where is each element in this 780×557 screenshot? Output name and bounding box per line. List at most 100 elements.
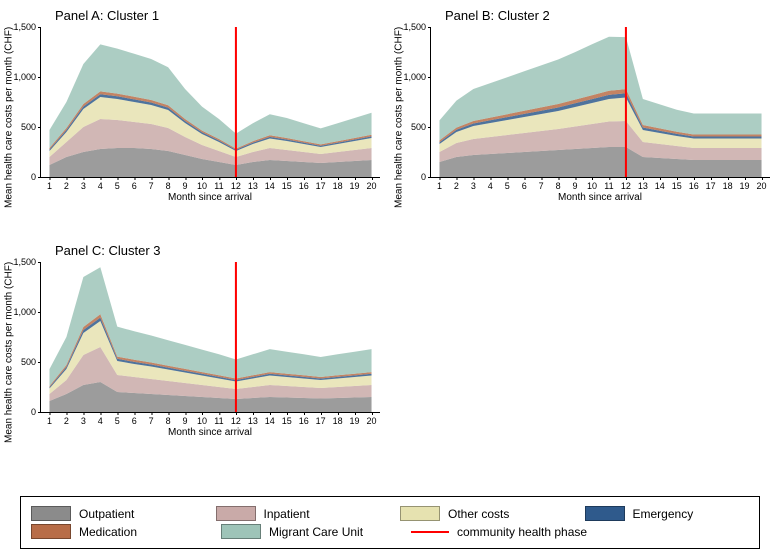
xtick: 7	[149, 181, 154, 191]
xtick: 6	[522, 181, 527, 191]
xtick: 18	[333, 416, 343, 426]
xtick: 17	[316, 416, 326, 426]
xtick: 12	[621, 181, 631, 191]
xtick: 4	[488, 181, 493, 191]
panel-A: Mean health care costs per month (CHF)Pa…	[0, 0, 390, 235]
xtick: 4	[98, 416, 103, 426]
legend-outpatient: Outpatient	[31, 506, 196, 521]
ytick: 1,500	[6, 22, 36, 32]
xtick: 7	[539, 181, 544, 191]
panel-C: Mean health care costs per month (CHF)Pa…	[0, 235, 390, 470]
xtick: 19	[350, 181, 360, 191]
panel-title: Panel B: Cluster 2	[445, 8, 770, 23]
xtick: 17	[316, 181, 326, 191]
xtick: 14	[265, 416, 275, 426]
legend-label: Medication	[79, 525, 137, 539]
xtick: 7	[149, 416, 154, 426]
legend-label: Inpatient	[264, 507, 310, 521]
xtick: 11	[214, 416, 223, 426]
ytick: 0	[396, 172, 426, 182]
legend-label: Other costs	[448, 507, 509, 521]
swatch-phase-line	[411, 531, 449, 533]
legend-inpatient: Inpatient	[216, 506, 381, 521]
swatch-outpatient	[31, 506, 71, 521]
xtick: 12	[231, 416, 241, 426]
xtick: 6	[132, 416, 137, 426]
xtick: 20	[367, 181, 377, 191]
xtick: 18	[333, 181, 343, 191]
xtick: 19	[350, 416, 360, 426]
xtick: 2	[454, 181, 459, 191]
swatch-migrant	[221, 524, 261, 539]
xtick: 13	[638, 181, 648, 191]
legend-label: Migrant Care Unit	[269, 525, 363, 539]
xtick: 5	[115, 181, 120, 191]
panel-title: Panel A: Cluster 1	[55, 8, 380, 23]
ytick: 1,000	[6, 307, 36, 317]
legend-migrant: Migrant Care Unit	[221, 524, 391, 539]
xtick: 8	[166, 181, 171, 191]
swatch-emergency	[585, 506, 625, 521]
ytick: 0	[6, 172, 36, 182]
xtick: 20	[757, 181, 767, 191]
ytick: 500	[396, 122, 426, 132]
xtick: 3	[81, 416, 86, 426]
xtick: 20	[367, 416, 377, 426]
xtick: 5	[505, 181, 510, 191]
x-axis-label: Month since arrival	[40, 192, 380, 203]
legend-emergency: Emergency	[585, 506, 750, 521]
ytick: 1,500	[396, 22, 426, 32]
xtick: 5	[115, 416, 120, 426]
swatch-other	[400, 506, 440, 521]
xtick: 10	[587, 181, 597, 191]
legend-label: Outpatient	[79, 507, 134, 521]
xtick: 8	[556, 181, 561, 191]
xtick: 16	[689, 181, 699, 191]
x-axis-label: Month since arrival	[430, 192, 770, 203]
xtick: 6	[132, 181, 137, 191]
stacked-area-chart	[41, 262, 380, 412]
legend-label: Emergency	[633, 507, 694, 521]
xtick: 17	[706, 181, 716, 191]
xtick: 1	[47, 416, 52, 426]
xtick: 2	[64, 181, 69, 191]
panel-B: Mean health care costs per month (CHF)Pa…	[390, 0, 780, 235]
xtick: 19	[740, 181, 750, 191]
xtick: 15	[282, 416, 292, 426]
ytick: 0	[6, 407, 36, 417]
xtick: 16	[299, 181, 309, 191]
legend-phase: community health phase	[411, 524, 641, 539]
xtick: 4	[98, 181, 103, 191]
xtick: 10	[197, 416, 207, 426]
swatch-inpatient	[216, 506, 256, 521]
xtick: 3	[81, 181, 86, 191]
xtick: 13	[248, 181, 258, 191]
ytick: 1,000	[6, 72, 36, 82]
chart-box: 05001,0001,50012345678910111213141516171…	[40, 27, 380, 178]
ytick: 500	[6, 357, 36, 367]
x-axis-label: Month since arrival	[40, 427, 380, 438]
stacked-area-chart	[431, 27, 770, 177]
legend-other: Other costs	[400, 506, 565, 521]
xtick: 16	[299, 416, 309, 426]
stacked-area-chart	[41, 27, 380, 177]
xtick: 10	[197, 181, 207, 191]
chart-box: 05001,0001,50012345678910111213141516171…	[430, 27, 770, 178]
xtick: 2	[64, 416, 69, 426]
legend-label: community health phase	[457, 525, 587, 539]
ytick: 1,500	[6, 257, 36, 267]
xtick: 9	[183, 416, 188, 426]
ytick: 500	[6, 122, 36, 132]
panel-title: Panel C: Cluster 3	[55, 243, 380, 258]
xtick: 14	[265, 181, 275, 191]
xtick: 12	[231, 181, 241, 191]
xtick: 9	[573, 181, 578, 191]
xtick: 14	[655, 181, 665, 191]
swatch-medication	[31, 524, 71, 539]
xtick: 15	[282, 181, 292, 191]
xtick: 1	[437, 181, 442, 191]
xtick: 13	[248, 416, 258, 426]
xtick: 18	[723, 181, 733, 191]
xtick: 11	[214, 181, 223, 191]
xtick: 1	[47, 181, 52, 191]
